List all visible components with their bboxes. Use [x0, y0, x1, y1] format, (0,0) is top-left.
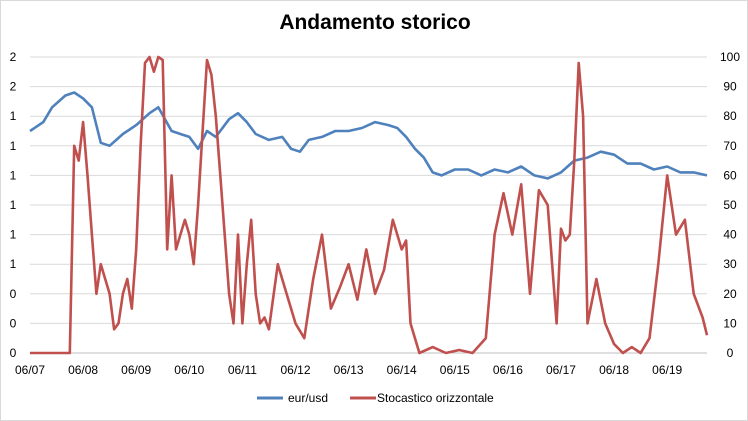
left-tick-label: 1 — [10, 198, 17, 212]
x-tick-label: 06/15 — [440, 363, 470, 377]
right-tick-label: 50 — [723, 198, 737, 212]
x-tick-label: 06/14 — [387, 363, 417, 377]
right-tick-label: 20 — [723, 287, 737, 301]
left-tick-label: 0 — [10, 346, 17, 360]
x-tick-label: 06/07 — [15, 363, 45, 377]
right-tick-label: 0 — [727, 346, 734, 360]
legend-label: Stocastico orizzontale — [377, 391, 494, 405]
left-tick-label: 2 — [10, 80, 17, 94]
left-tick-label: 0 — [10, 287, 17, 301]
legend: eur/usd Stocastico orizzontale — [257, 391, 494, 405]
left-tick-label: 0 — [10, 316, 17, 330]
x-tick-label: 06/17 — [546, 363, 576, 377]
right-tick-label: 90 — [723, 80, 737, 94]
left-axis-ticks: 0 0 0 1 1 1 1 1 1 2 2 — [10, 50, 17, 360]
right-tick-label: 30 — [723, 257, 737, 271]
right-tick-label: 70 — [723, 139, 737, 153]
right-axis-ticks: 0 10 20 30 40 50 60 70 80 90 100 — [720, 50, 740, 360]
x-tick-label: 06/11 — [228, 363, 257, 377]
x-tick-label: 06/16 — [493, 363, 523, 377]
x-tick-label: 06/19 — [652, 363, 682, 377]
right-tick-label: 100 — [720, 50, 740, 64]
chart-title: Andamento storico — [279, 11, 471, 34]
x-tick-label: 06/13 — [334, 363, 364, 377]
right-tick-label: 10 — [723, 316, 737, 330]
left-tick-label: 1 — [10, 139, 17, 153]
x-tick-label: 06/12 — [280, 363, 310, 377]
series-line-stocastico — [30, 55, 709, 355]
x-tick-label: 06/09 — [121, 363, 151, 377]
right-tick-label: 40 — [723, 228, 737, 242]
legend-label: eur/usd — [288, 391, 328, 405]
x-tick-label: 06/10 — [174, 363, 204, 377]
x-tick-label: 06/08 — [68, 363, 98, 377]
series-lines — [29, 55, 709, 355]
left-tick-label: 1 — [10, 257, 17, 271]
right-tick-label: 60 — [723, 168, 737, 182]
x-axis-ticks: 06/07 06/08 06/09 06/10 06/11 06/12 06/13 06/14… — [15, 363, 683, 377]
left-tick-label: 1 — [10, 168, 17, 182]
x-tick-label: 06/18 — [599, 363, 629, 377]
series-line-eurusd — [29, 91, 708, 180]
left-tick-label: 1 — [10, 109, 17, 123]
right-tick-label: 80 — [723, 109, 737, 123]
left-tick-label: 1 — [10, 228, 17, 242]
left-tick-label: 2 — [10, 50, 17, 64]
